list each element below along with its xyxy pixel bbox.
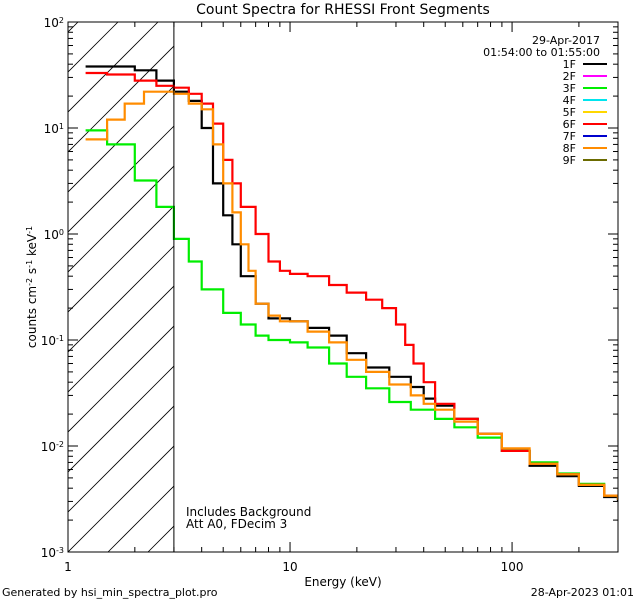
legend-label-9F: 9F <box>563 154 576 167</box>
y-tick-label: 101 <box>44 122 64 137</box>
annotation-attenuator: Att A0, FDecim 3 <box>186 517 287 531</box>
date-label: 29-Apr-2017 <box>532 34 600 47</box>
axis-ticks <box>67 22 619 553</box>
y-axis-label: counts cm-2 s-1 keV-1 <box>25 226 40 348</box>
chart-title: Count Spectra for RHESSI Front Segments <box>196 2 490 18</box>
y-tick-label: 10-1 <box>41 334 64 349</box>
x-tick-label: 100 <box>501 560 524 574</box>
series-1F <box>85 65 618 502</box>
legend-label-6F: 6F <box>563 118 576 131</box>
x-tick-labels: 1 10 100 <box>64 560 523 574</box>
time-range-label: 01:54:00 to 01:55:00 <box>483 46 600 59</box>
legend-label-3F: 3F <box>563 82 576 95</box>
legend-label-7F: 7F <box>563 130 576 143</box>
legend-label-4F: 4F <box>563 94 576 107</box>
legend-label-1F: 1F <box>563 58 576 71</box>
y-tick-labels: 10-3 10-2 10-1 100 101 102 <box>41 16 64 561</box>
y-tick-label: 10-2 <box>41 440 64 455</box>
y-tick-label: 102 <box>44 16 64 31</box>
legend-label-8F: 8F <box>563 142 576 155</box>
series-3F <box>85 129 618 500</box>
annotation-background: Includes Background <box>186 505 311 519</box>
shaded-region <box>68 22 174 552</box>
legend-label-5F: 5F <box>563 106 576 119</box>
series-8F <box>85 90 618 500</box>
series-group <box>85 65 618 502</box>
footer-date: 28-Apr-2023 01:01 <box>530 586 634 599</box>
plot-frame <box>67 21 619 553</box>
x-axis-label: Energy (keV) <box>304 575 381 589</box>
hatch-lines <box>68 22 174 552</box>
y-tick-label: 10-3 <box>41 546 64 561</box>
series-6F <box>85 71 618 500</box>
x-tick-label: 1 <box>64 560 72 574</box>
x-tick-label: 10 <box>282 560 297 574</box>
legend-label-2F: 2F <box>563 70 576 83</box>
y-tick-label: 100 <box>44 228 64 243</box>
footer-generated-by: Generated by hsi_min_spectra_plot.pro <box>2 586 218 599</box>
